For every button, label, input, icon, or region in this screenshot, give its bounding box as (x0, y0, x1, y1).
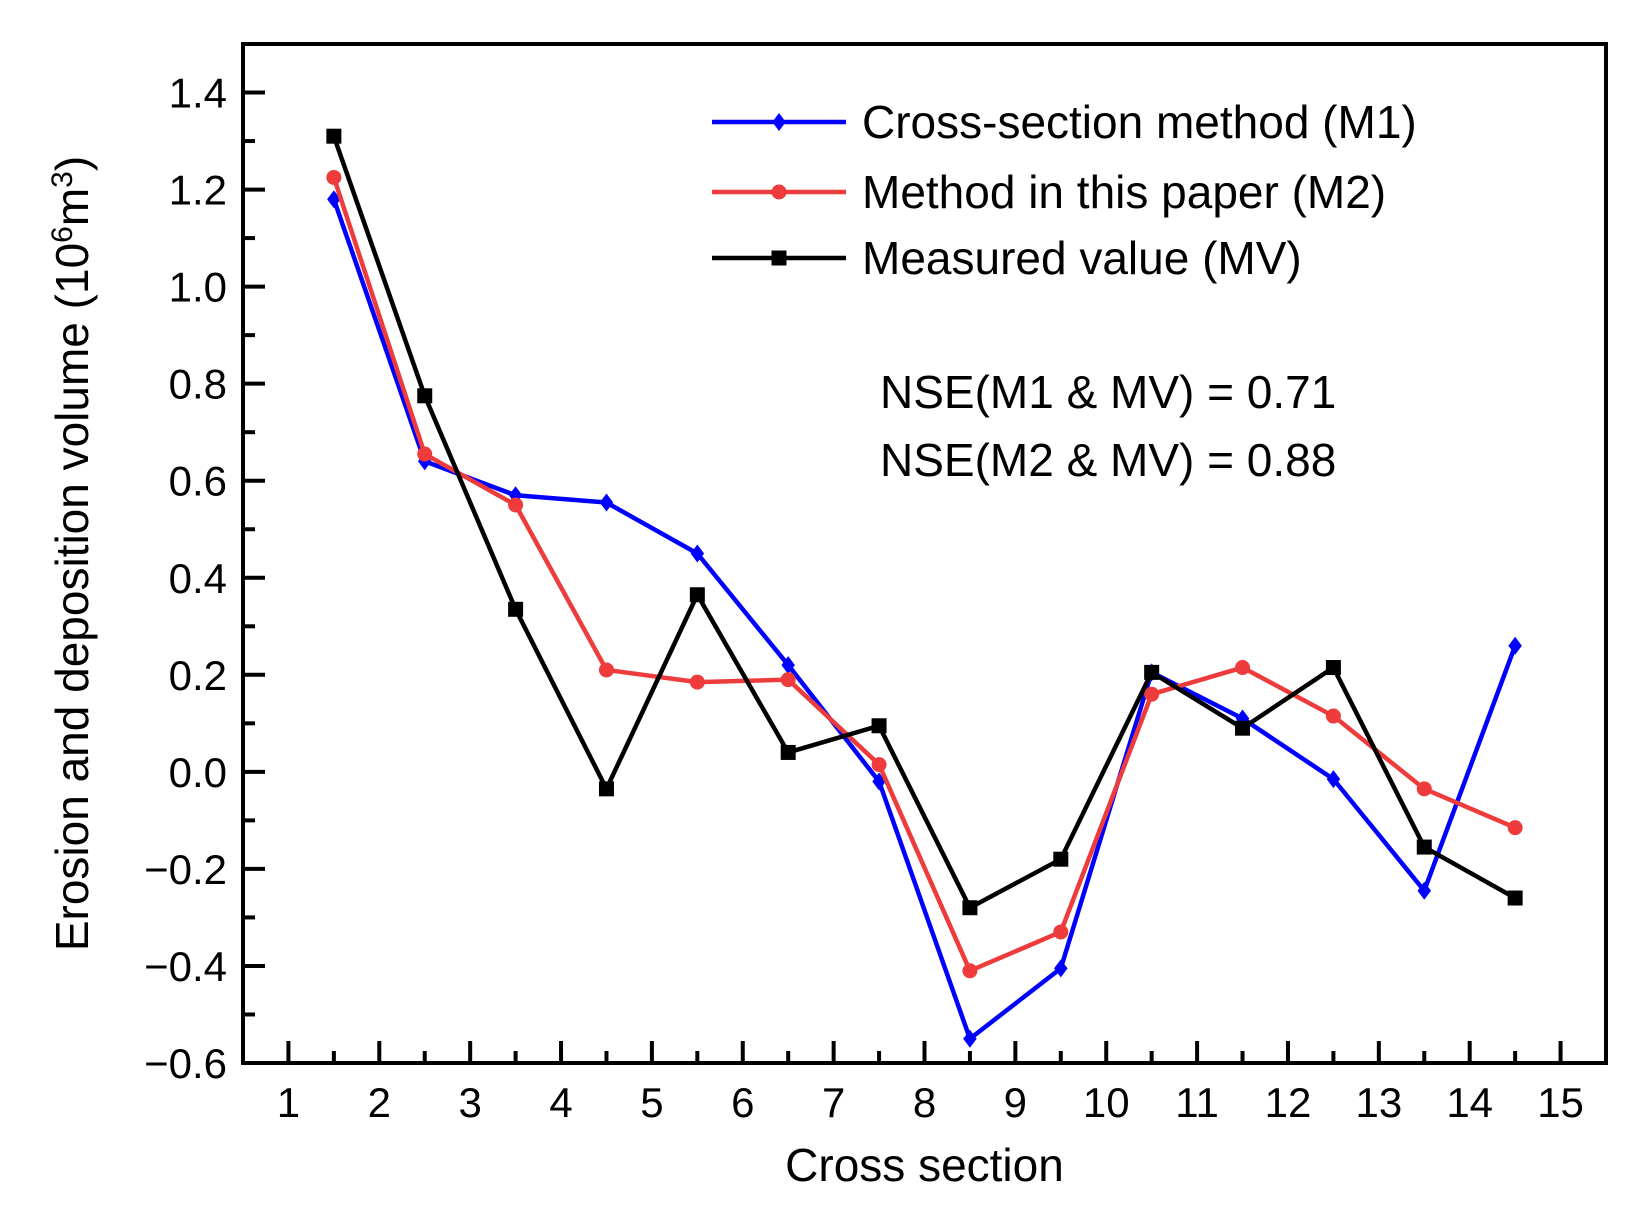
series-m2 (326, 169, 1523, 979)
data-point-mv (962, 900, 978, 916)
y-tick-label: −0.2 (144, 846, 227, 893)
data-point-m2 (780, 672, 796, 688)
data-point-m2 (689, 674, 705, 690)
data-point-m1 (1054, 959, 1068, 978)
data-point-mv (1325, 660, 1341, 676)
legend-marker-m2 (771, 184, 787, 200)
data-point-mv (326, 128, 342, 144)
y-tick-label: 0.2 (169, 652, 227, 699)
legend-marker-shape-m2 (771, 184, 787, 200)
y-axis-label-main: Erosion and deposition volume (10 (46, 243, 98, 951)
y-tick-label: 1.2 (169, 167, 227, 214)
legend-label-m2: Method in this paper (M2) (862, 166, 1386, 218)
data-point-m1 (781, 656, 795, 675)
data-point-m2 (871, 757, 887, 773)
y-tick-label: −0.4 (144, 943, 227, 990)
legend-entry-m2: Method in this paper (M2) (712, 166, 1386, 218)
y-axis-label-end: ) (46, 156, 98, 171)
y-tick-label: 0.6 (169, 458, 227, 505)
annotation-nse-m2: NSE(M2 & MV) = 0.88 (880, 434, 1336, 486)
y-axis-label-sup1: 6 (46, 226, 79, 243)
data-point-m1 (1508, 636, 1522, 655)
series-layer (326, 128, 1523, 1048)
data-point-m1 (1326, 770, 1341, 789)
y-axis-label: Erosion and deposition volume (106m3) (46, 156, 99, 951)
x-tick-label: 4 (549, 1079, 572, 1126)
data-point-m1 (599, 493, 614, 512)
y-tick-label: 1.0 (169, 264, 227, 311)
data-point-mv (417, 388, 433, 404)
x-tick-label: 9 (1004, 1079, 1027, 1126)
data-point-m1 (963, 1029, 977, 1048)
annotation-nse-m1: NSE(M1 & MV) = 0.71 (880, 366, 1336, 418)
x-axis-label: Cross section (785, 1139, 1064, 1191)
data-point-mv (689, 587, 705, 603)
y-tick-label: 0.4 (169, 555, 227, 602)
legend: Cross-section method (M1) Method in this… (712, 96, 1417, 284)
x-tick-label: 6 (731, 1079, 754, 1126)
x-tick-label: 5 (640, 1079, 663, 1126)
legend-entry-mv: Measured value (MV) (712, 232, 1302, 284)
data-point-m2 (1507, 820, 1523, 836)
data-point-m1 (690, 544, 705, 563)
data-point-mv (1053, 851, 1069, 867)
x-tick-label: 11 (1175, 1079, 1219, 1126)
y-tick-label: 1.4 (169, 70, 227, 117)
data-point-mv (508, 601, 524, 617)
data-point-mv (871, 718, 887, 734)
x-tick-label: 13 (1355, 1079, 1402, 1126)
data-point-m2 (598, 662, 614, 678)
x-tick-label: 2 (368, 1079, 391, 1126)
data-point-mv (780, 744, 796, 760)
data-point-m2 (1235, 660, 1251, 676)
legend-marker-m1 (772, 113, 786, 131)
series-mv (326, 128, 1523, 916)
y-tick-label: −0.6 (144, 1040, 227, 1087)
data-point-m1 (1417, 881, 1432, 900)
x-tick-label: 15 (1537, 1079, 1584, 1126)
series-line-m2 (331, 176, 1517, 974)
x-tick-labels: 1 2 3 4 5 6 7 8 9 10 11 12 13 14 15 (277, 1079, 1584, 1126)
data-point-m2 (1053, 924, 1069, 940)
x-tick-label: 14 (1446, 1079, 1493, 1126)
x-tick-label: 12 (1265, 1079, 1312, 1126)
data-point-m2 (417, 446, 433, 462)
x-tick-label: 3 (458, 1079, 481, 1126)
series-m1 (327, 190, 1522, 1048)
data-point-m2 (326, 169, 342, 185)
y-axis-label-sup2: 3 (46, 171, 79, 188)
y-tick-labels: −0.6 −0.4 −0.2 0.0 0.2 0.4 0.6 0.8 1.0 1.2 1.4 (144, 70, 227, 1087)
data-point-m2 (1325, 708, 1341, 724)
legend-entry-m1: Cross-section method (M1) (712, 96, 1417, 148)
plot-frame (241, 42, 1608, 1065)
x-tick-label: 7 (822, 1079, 845, 1126)
series-line-mv (331, 135, 1517, 910)
series-line-m1 (331, 198, 1518, 1041)
x-tick-label: 10 (1083, 1079, 1130, 1126)
data-point-mv (1144, 664, 1160, 680)
data-point-mv (1416, 839, 1432, 855)
x-tick-label: 1 (277, 1079, 300, 1126)
data-point-m2 (1144, 686, 1160, 702)
legend-marker-mv (771, 250, 787, 266)
data-point-m2 (1416, 781, 1432, 797)
x-tick-label: 8 (913, 1079, 936, 1126)
y-tick-label: 0.8 (169, 361, 227, 408)
data-point-mv (1235, 720, 1251, 736)
legend-marker-shape-mv (771, 250, 787, 266)
data-point-mv (598, 781, 614, 797)
legend-label-m1: Cross-section method (M1) (862, 96, 1417, 148)
y-tick-label: 0.0 (169, 749, 227, 796)
data-point-m2 (508, 497, 524, 513)
data-point-mv (1507, 890, 1523, 906)
tick-marks-layer (243, 90, 1563, 1065)
data-point-m2 (962, 963, 978, 979)
y-axis-label-mid: m (46, 188, 98, 226)
legend-label-mv: Measured value (MV) (862, 232, 1302, 284)
legend-marker-shape-m1 (772, 113, 786, 131)
